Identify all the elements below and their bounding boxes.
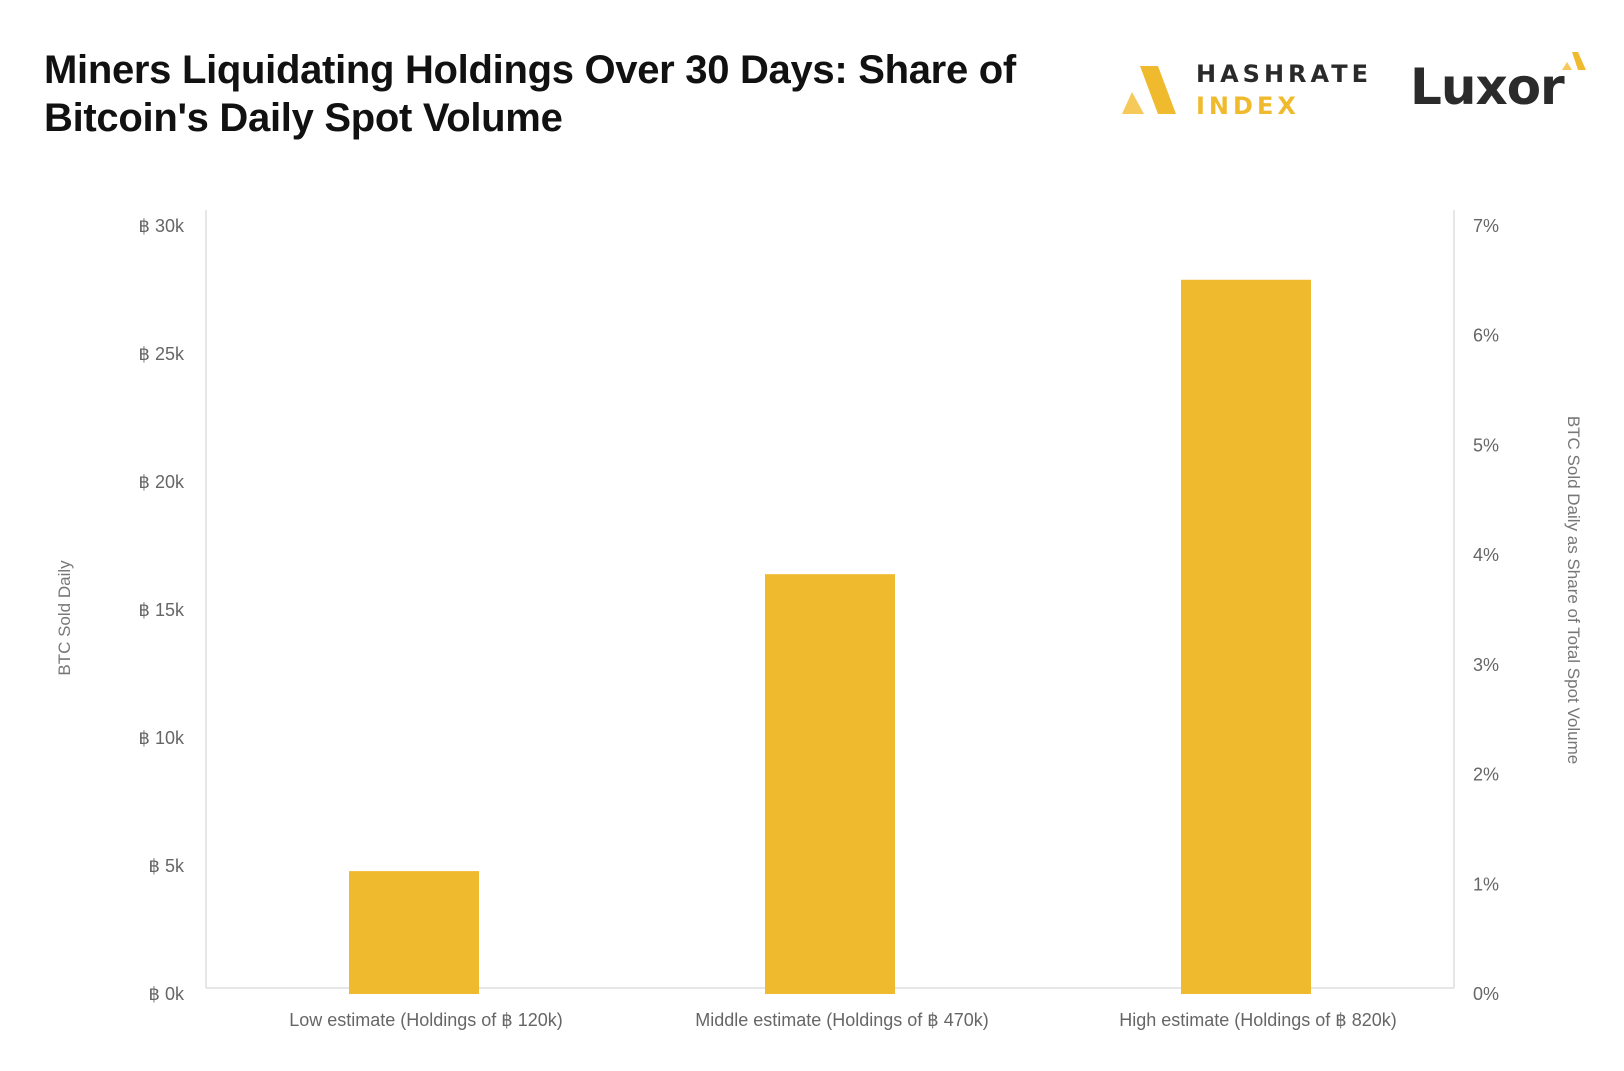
y2-tick-label: 1% [1473,874,1499,894]
index-logo-text: INDEX [1196,92,1300,120]
hashrate-index-logo: HASHRATE INDEX [1118,56,1368,126]
y-tick-label: ฿ 10k [139,728,185,748]
x-axis-labels: Low estimate (Holdings of ฿ 120k) Middle … [289,1010,1397,1030]
y-tick-label: ฿ 15k [139,600,185,620]
bars [349,279,1311,994]
x-tick-label: Low estimate (Holdings of ฿ 120k) [289,1010,563,1030]
y2-axis-title: BTC Sold Daily as Share of Total Spot Vo… [1564,416,1583,764]
hashrate-index-logo-icon [1122,66,1176,114]
x-tick-label: High estimate (Holdings of ฿ 820k) [1119,1010,1397,1030]
x-tick-label: Middle estimate (Holdings of ฿ 470k) [695,1010,989,1030]
y2-tick-label: 7% [1473,216,1499,236]
bar [349,871,479,994]
y2-tick-label: 4% [1473,545,1499,565]
y-tick-label: ฿ 20k [139,472,185,492]
y-axis-title: BTC Sold Daily [55,560,74,676]
y-tick-label: ฿ 30k [139,216,185,236]
luxor-logo-icon [1562,52,1586,70]
bar [1181,279,1311,994]
y2-tick-label: 2% [1473,765,1499,785]
luxor-logo-text: Luxor [1410,58,1565,116]
right-axis-ticks: 0% 1% 2% 3% 4% 5% 6% 7% [1473,216,1499,1004]
y2-tick-label: 5% [1473,435,1499,455]
luxor-logo: Luxor [1410,50,1590,120]
y2-tick-label: 6% [1473,326,1499,346]
y2-tick-label: 3% [1473,655,1499,675]
bar [765,574,895,994]
hashrate-logo-text: HASHRATE [1196,60,1372,88]
bar-chart: ฿ 0k ฿ 5k ฿ 10k ฿ 15k ฿ 20k ฿ 25k ฿ 30k 0% 1% 2%… [55,210,1583,1030]
y-tick-label: ฿ 0k [149,984,185,1004]
y-tick-label: ฿ 5k [149,856,185,876]
y-tick-label: ฿ 25k [139,344,185,364]
y2-tick-label: 0% [1473,984,1499,1004]
chart-title: Miners Liquidating Holdings Over 30 Days… [44,48,1016,140]
left-axis-ticks: ฿ 0k ฿ 5k ฿ 10k ฿ 15k ฿ 20k ฿ 25k ฿ 30k [139,216,185,1004]
